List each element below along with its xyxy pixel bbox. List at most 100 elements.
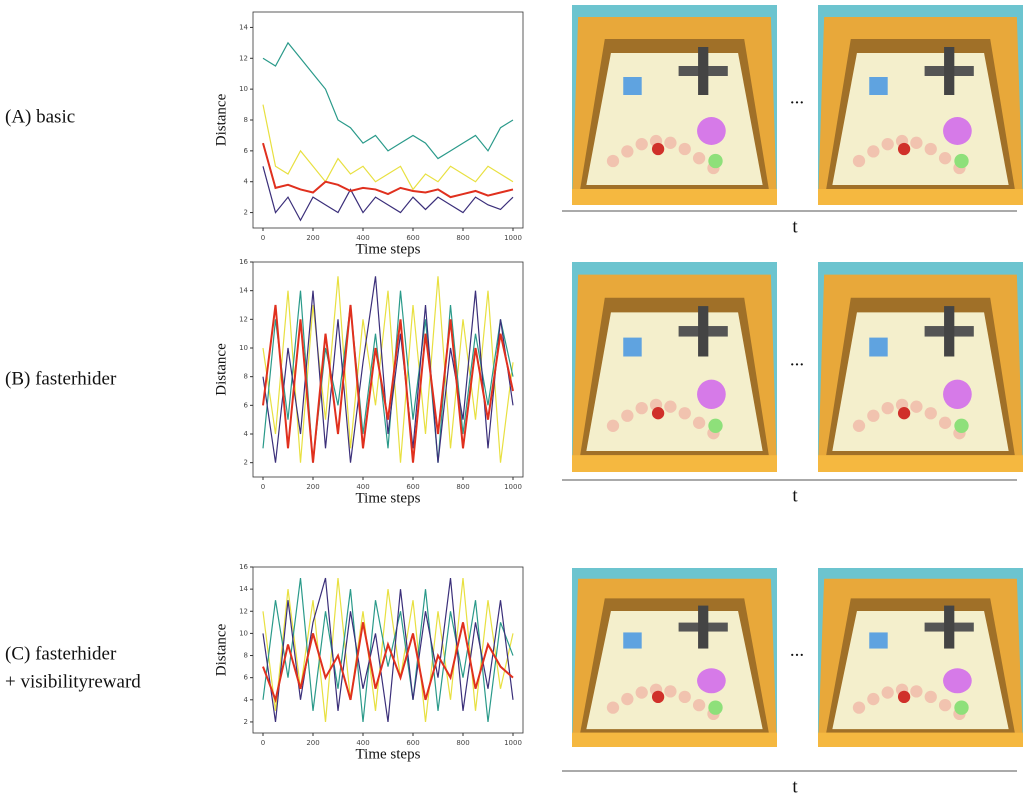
scene-render — [572, 5, 777, 205]
y-tick-label: 8 — [244, 373, 248, 381]
series-line — [262, 577, 514, 723]
y-tick-label: 4 — [244, 696, 249, 704]
seeker — [954, 153, 969, 169]
scene-render — [572, 262, 777, 472]
x-tick-label: 200 — [306, 739, 319, 747]
agent-trail — [924, 690, 937, 704]
x-tick-label: 0 — [261, 234, 265, 242]
agent-trail — [621, 409, 634, 422]
x-tick-label: 600 — [406, 483, 419, 491]
y-tick-label: 6 — [244, 401, 249, 409]
y-tick-label: 10 — [239, 344, 248, 352]
agent-trail — [881, 401, 894, 415]
pink-blob — [943, 379, 972, 409]
agent-trail — [852, 154, 866, 168]
cross-obstacle — [698, 306, 709, 357]
agent-trail — [635, 401, 648, 415]
agent-trail — [678, 407, 691, 420]
cube — [623, 337, 642, 357]
agent-trail — [938, 152, 952, 165]
agent-trail — [910, 400, 923, 413]
y-tick-label: 10 — [239, 629, 248, 637]
series-line — [262, 577, 514, 723]
series-line — [262, 142, 514, 199]
y-tick-label: 14 — [239, 287, 248, 295]
x-tick-label: 600 — [406, 739, 419, 747]
seeker — [954, 418, 969, 433]
cube — [869, 632, 888, 649]
x-tick-label: 400 — [356, 483, 369, 491]
hider — [897, 690, 911, 704]
x-tick-label: 1000 — [504, 234, 522, 242]
x-tick-label: 800 — [456, 739, 469, 747]
y-tick-label: 6 — [244, 147, 249, 155]
agent-trail — [924, 407, 937, 420]
seeker — [708, 153, 723, 169]
y-tick-label: 4 — [244, 178, 249, 186]
agent-trail — [692, 698, 706, 712]
series-line — [262, 276, 514, 463]
agent-trail — [621, 145, 634, 158]
y-tick-label: 12 — [239, 315, 248, 323]
agent-trail — [867, 145, 880, 158]
x-axis-label: Time steps — [356, 241, 421, 257]
arena-rim — [818, 732, 1023, 747]
agent-trail — [678, 142, 691, 156]
hider — [651, 690, 665, 704]
seeker — [954, 700, 969, 715]
scene-render — [818, 5, 1023, 205]
plot-frame — [252, 566, 524, 734]
arena-rim — [572, 189, 777, 205]
time-label: t — [792, 216, 798, 237]
x-tick-label: 400 — [356, 739, 369, 747]
y-tick-label: 12 — [239, 54, 248, 62]
seeker — [708, 418, 723, 433]
agent-trail — [938, 698, 952, 712]
pink-blob — [697, 379, 726, 409]
y-tick-label: 6 — [244, 674, 249, 682]
x-tick-label: 800 — [456, 483, 469, 491]
scene-render — [818, 568, 1023, 747]
cube — [623, 632, 642, 649]
agent-trail — [867, 409, 880, 422]
agent-trail — [924, 142, 937, 156]
agent-trail — [881, 686, 894, 699]
x-tick-label: 800 — [456, 234, 469, 242]
arena-rim — [572, 732, 777, 747]
row-label: (A) basic — [5, 106, 75, 127]
time-label: t — [792, 776, 798, 797]
agent-trail — [692, 152, 706, 165]
arena-rim — [818, 455, 1023, 472]
agent-trail — [852, 419, 866, 432]
x-tick-label: 200 — [306, 483, 319, 491]
agent-trail — [621, 692, 634, 706]
y-tick-label: 4 — [244, 430, 249, 438]
y-tick-label: 8 — [244, 652, 248, 660]
row-label: + visibilityreward — [5, 671, 141, 692]
x-tick-label: 1000 — [504, 739, 522, 747]
y-tick-label: 2 — [244, 459, 248, 467]
scene-render — [572, 568, 777, 747]
agent-trail — [664, 685, 677, 698]
x-tick-label: 0 — [261, 739, 265, 747]
pink-blob — [943, 117, 972, 145]
y-tick-label: 16 — [239, 258, 248, 266]
y-tick-label: 12 — [239, 607, 248, 615]
agent-trail — [664, 136, 677, 149]
series-line — [262, 304, 514, 463]
agent-trail — [910, 136, 923, 149]
row-label: (B) fasterhider — [5, 368, 117, 389]
time-label: t — [792, 485, 798, 506]
row-label: (C) fasterhider — [5, 643, 117, 664]
y-tick-label: 10 — [239, 85, 248, 93]
pink-blob — [943, 668, 972, 694]
y-axis-label: Distance — [213, 623, 229, 676]
hider — [651, 407, 665, 420]
series-line — [262, 290, 514, 463]
pink-blob — [697, 117, 726, 145]
cross-obstacle — [698, 47, 709, 95]
agent-trail — [606, 419, 620, 432]
agent-trail — [910, 685, 923, 698]
series-line — [262, 41, 514, 160]
cross-obstacle — [944, 47, 955, 95]
